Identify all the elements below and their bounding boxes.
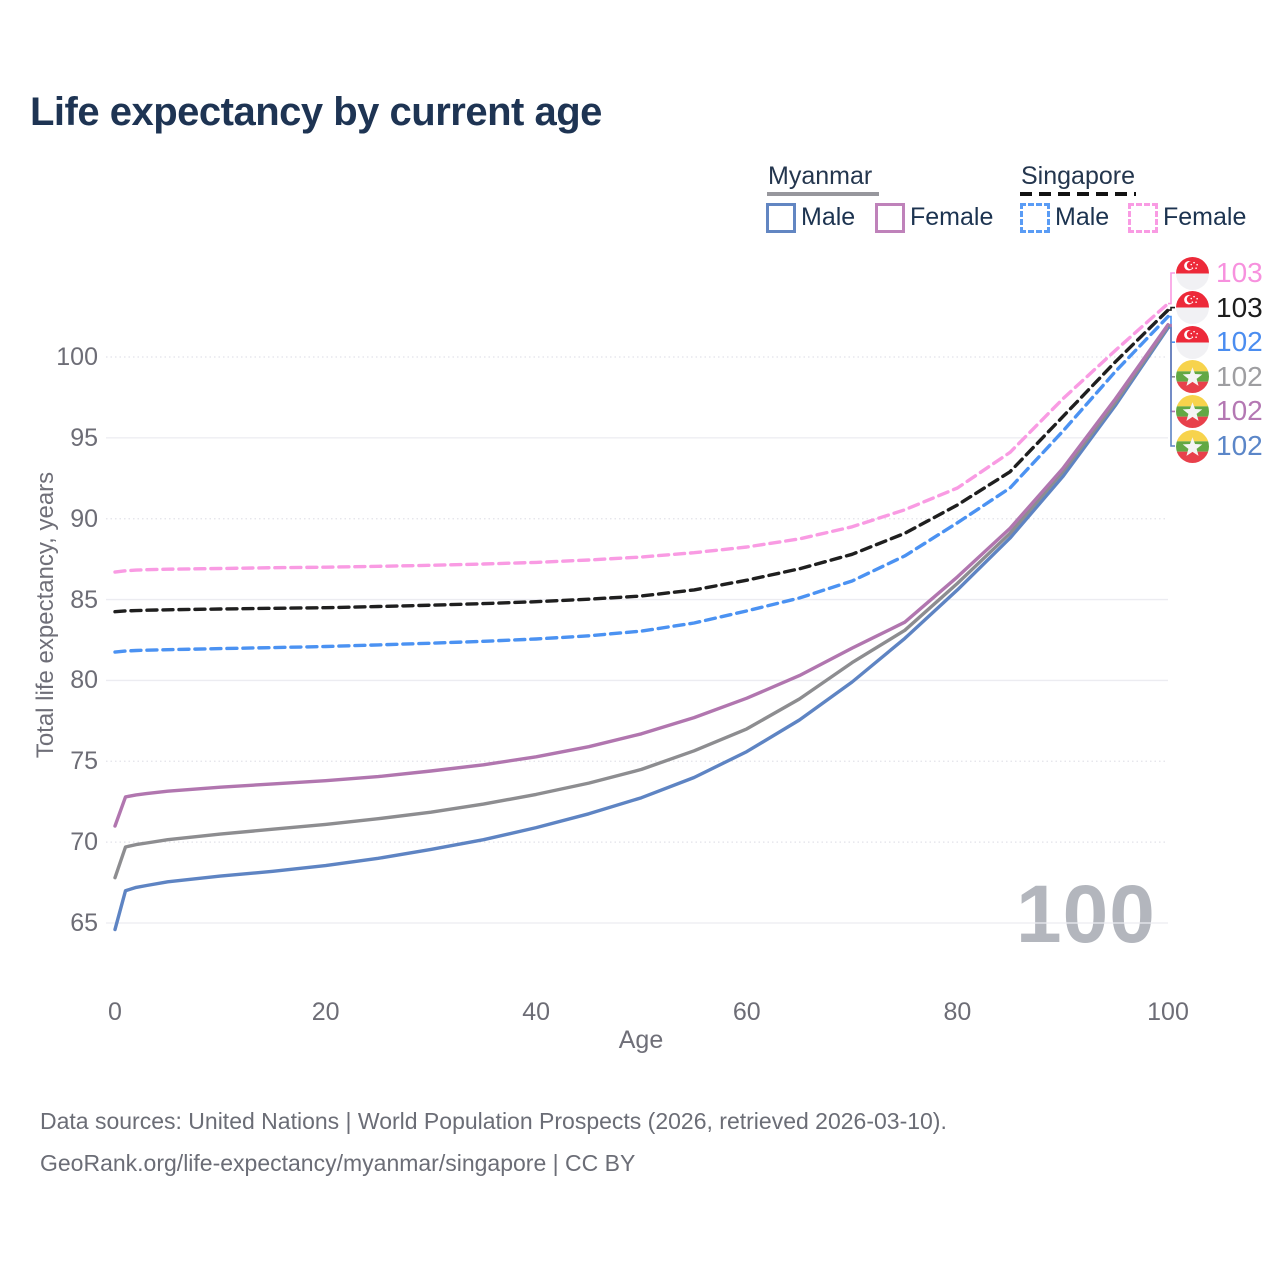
legend-item-myanmar-male[interactable]: Male bbox=[801, 203, 856, 231]
y-tick-85: 85 bbox=[70, 585, 98, 614]
end-label-value: 102 bbox=[1216, 360, 1263, 392]
end-label-mm_male: 102 bbox=[1176, 429, 1263, 463]
end-label-value: 102 bbox=[1216, 326, 1263, 358]
x-tick-80: 80 bbox=[943, 998, 972, 1026]
age-watermark: 100 bbox=[1016, 869, 1156, 960]
end-label-sg_male: 102 bbox=[1176, 325, 1263, 359]
y-tick-65: 65 bbox=[70, 909, 98, 937]
end-label-value: 102 bbox=[1216, 430, 1263, 461]
end-label-mm_female: 102 bbox=[1176, 394, 1263, 428]
x-tick-20: 20 bbox=[311, 998, 340, 1026]
end-label-value: 103 bbox=[1216, 291, 1263, 323]
end-label-connector-sg_all bbox=[1168, 306, 1175, 311]
series-line-mm_male[interactable] bbox=[113, 326, 1170, 932]
legend-group-myanmar: Myanmar bbox=[768, 162, 873, 190]
legend-item-singapore-male[interactable]: Male bbox=[1055, 203, 1110, 231]
legend-swatch-singapore-female[interactable] bbox=[1128, 203, 1158, 233]
legend-item-myanmar-female[interactable]: Female bbox=[910, 203, 994, 231]
x-tick-0: 0 bbox=[108, 998, 122, 1026]
x-axis-title: Age bbox=[618, 1026, 664, 1054]
myanmar-flag-icon bbox=[1176, 360, 1209, 394]
legend-swatch-singapore-male[interactable] bbox=[1020, 203, 1050, 233]
series-line-sg_all[interactable] bbox=[113, 308, 1170, 614]
footer-sources: Data sources: United Nations | World Pop… bbox=[40, 1108, 947, 1134]
y-tick-75: 75 bbox=[70, 747, 98, 776]
series-line-mm_female[interactable] bbox=[113, 323, 1170, 828]
end-label-value: 103 bbox=[1216, 257, 1263, 288]
end-label-mm_all: 102 bbox=[1176, 360, 1263, 394]
x-tick-60: 60 bbox=[732, 998, 761, 1026]
myanmar-flag-icon bbox=[1176, 429, 1209, 463]
footer-attribution: GeoRank.org/life-expectancy/myanmar/sing… bbox=[40, 1150, 636, 1176]
series-line-sg_male[interactable] bbox=[113, 314, 1170, 654]
end-label-value: 102 bbox=[1216, 395, 1263, 427]
y-tick-70: 70 bbox=[70, 828, 98, 857]
series-line-sg_female[interactable] bbox=[113, 301, 1170, 574]
y-tick-80: 80 bbox=[70, 666, 98, 695]
series-line-mm_all[interactable] bbox=[113, 324, 1170, 880]
legend-myanmar-line-swatch bbox=[767, 192, 879, 196]
legend-item-singapore-female[interactable]: Female bbox=[1163, 203, 1247, 231]
y-tick-95: 95 bbox=[70, 423, 98, 452]
singapore-flag-icon bbox=[1176, 325, 1209, 359]
y-tick-90: 90 bbox=[70, 504, 98, 533]
end-label-sg_female: 103 bbox=[1176, 256, 1263, 290]
x-tick-100: 100 bbox=[1147, 998, 1189, 1026]
singapore-flag-icon bbox=[1176, 291, 1209, 325]
x-tick-40: 40 bbox=[522, 998, 551, 1026]
end-label-connector-mm_male bbox=[1168, 327, 1175, 447]
myanmar-flag-icon bbox=[1176, 394, 1209, 428]
legend-group-singapore: Singapore bbox=[1021, 162, 1135, 190]
y-tick-100: 100 bbox=[56, 343, 98, 371]
legend-singapore-line-swatch bbox=[1020, 192, 1136, 196]
end-label-connector-sg_female bbox=[1168, 272, 1175, 305]
end-label-sg_all: 103 bbox=[1176, 291, 1263, 325]
legend-swatch-myanmar-female[interactable] bbox=[875, 203, 905, 233]
page-title: Life expectancy by current age bbox=[30, 90, 602, 134]
singapore-flag-icon bbox=[1176, 256, 1209, 290]
legend-swatch-myanmar-male[interactable] bbox=[766, 203, 796, 233]
